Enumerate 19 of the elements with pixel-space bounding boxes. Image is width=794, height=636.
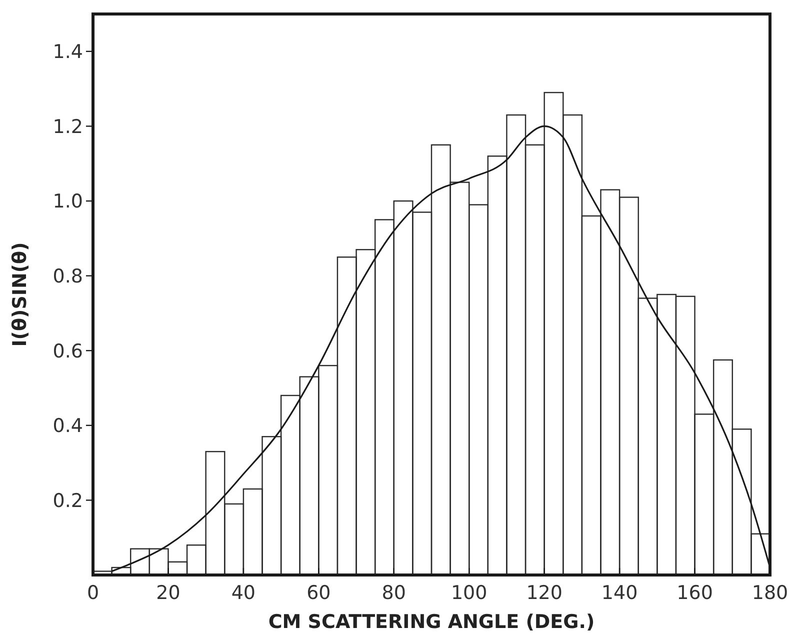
x-tick-label: 0	[86, 582, 100, 604]
x-tick-label: 100	[450, 582, 488, 604]
x-tick-label: 40	[231, 582, 256, 604]
x-tick-label: 180	[752, 582, 788, 604]
x-tick-label: 20	[156, 582, 180, 604]
y-tick-label: 1.4	[52, 41, 83, 64]
y-tick-label: 0.2	[52, 490, 83, 512]
x-tick-label: 140	[601, 582, 638, 604]
x-tick-label: 80	[382, 582, 406, 604]
y-tick-label: 1.2	[52, 116, 83, 138]
y-axis-title: I(θ)SIN(θ)	[9, 242, 31, 347]
x-axis-title: CM SCATTERING ANGLE (DEG.)	[268, 611, 595, 633]
x-tick-label: 160	[676, 582, 713, 604]
y-tick-label: 0.6	[52, 340, 83, 362]
y-tick-label: 1.0	[52, 190, 83, 213]
x-tick-label: 60	[306, 582, 331, 604]
y-tick-label: 0.4	[52, 415, 83, 438]
x-tick-label: 120	[526, 582, 562, 604]
y-tick-label: 0.8	[52, 265, 83, 288]
